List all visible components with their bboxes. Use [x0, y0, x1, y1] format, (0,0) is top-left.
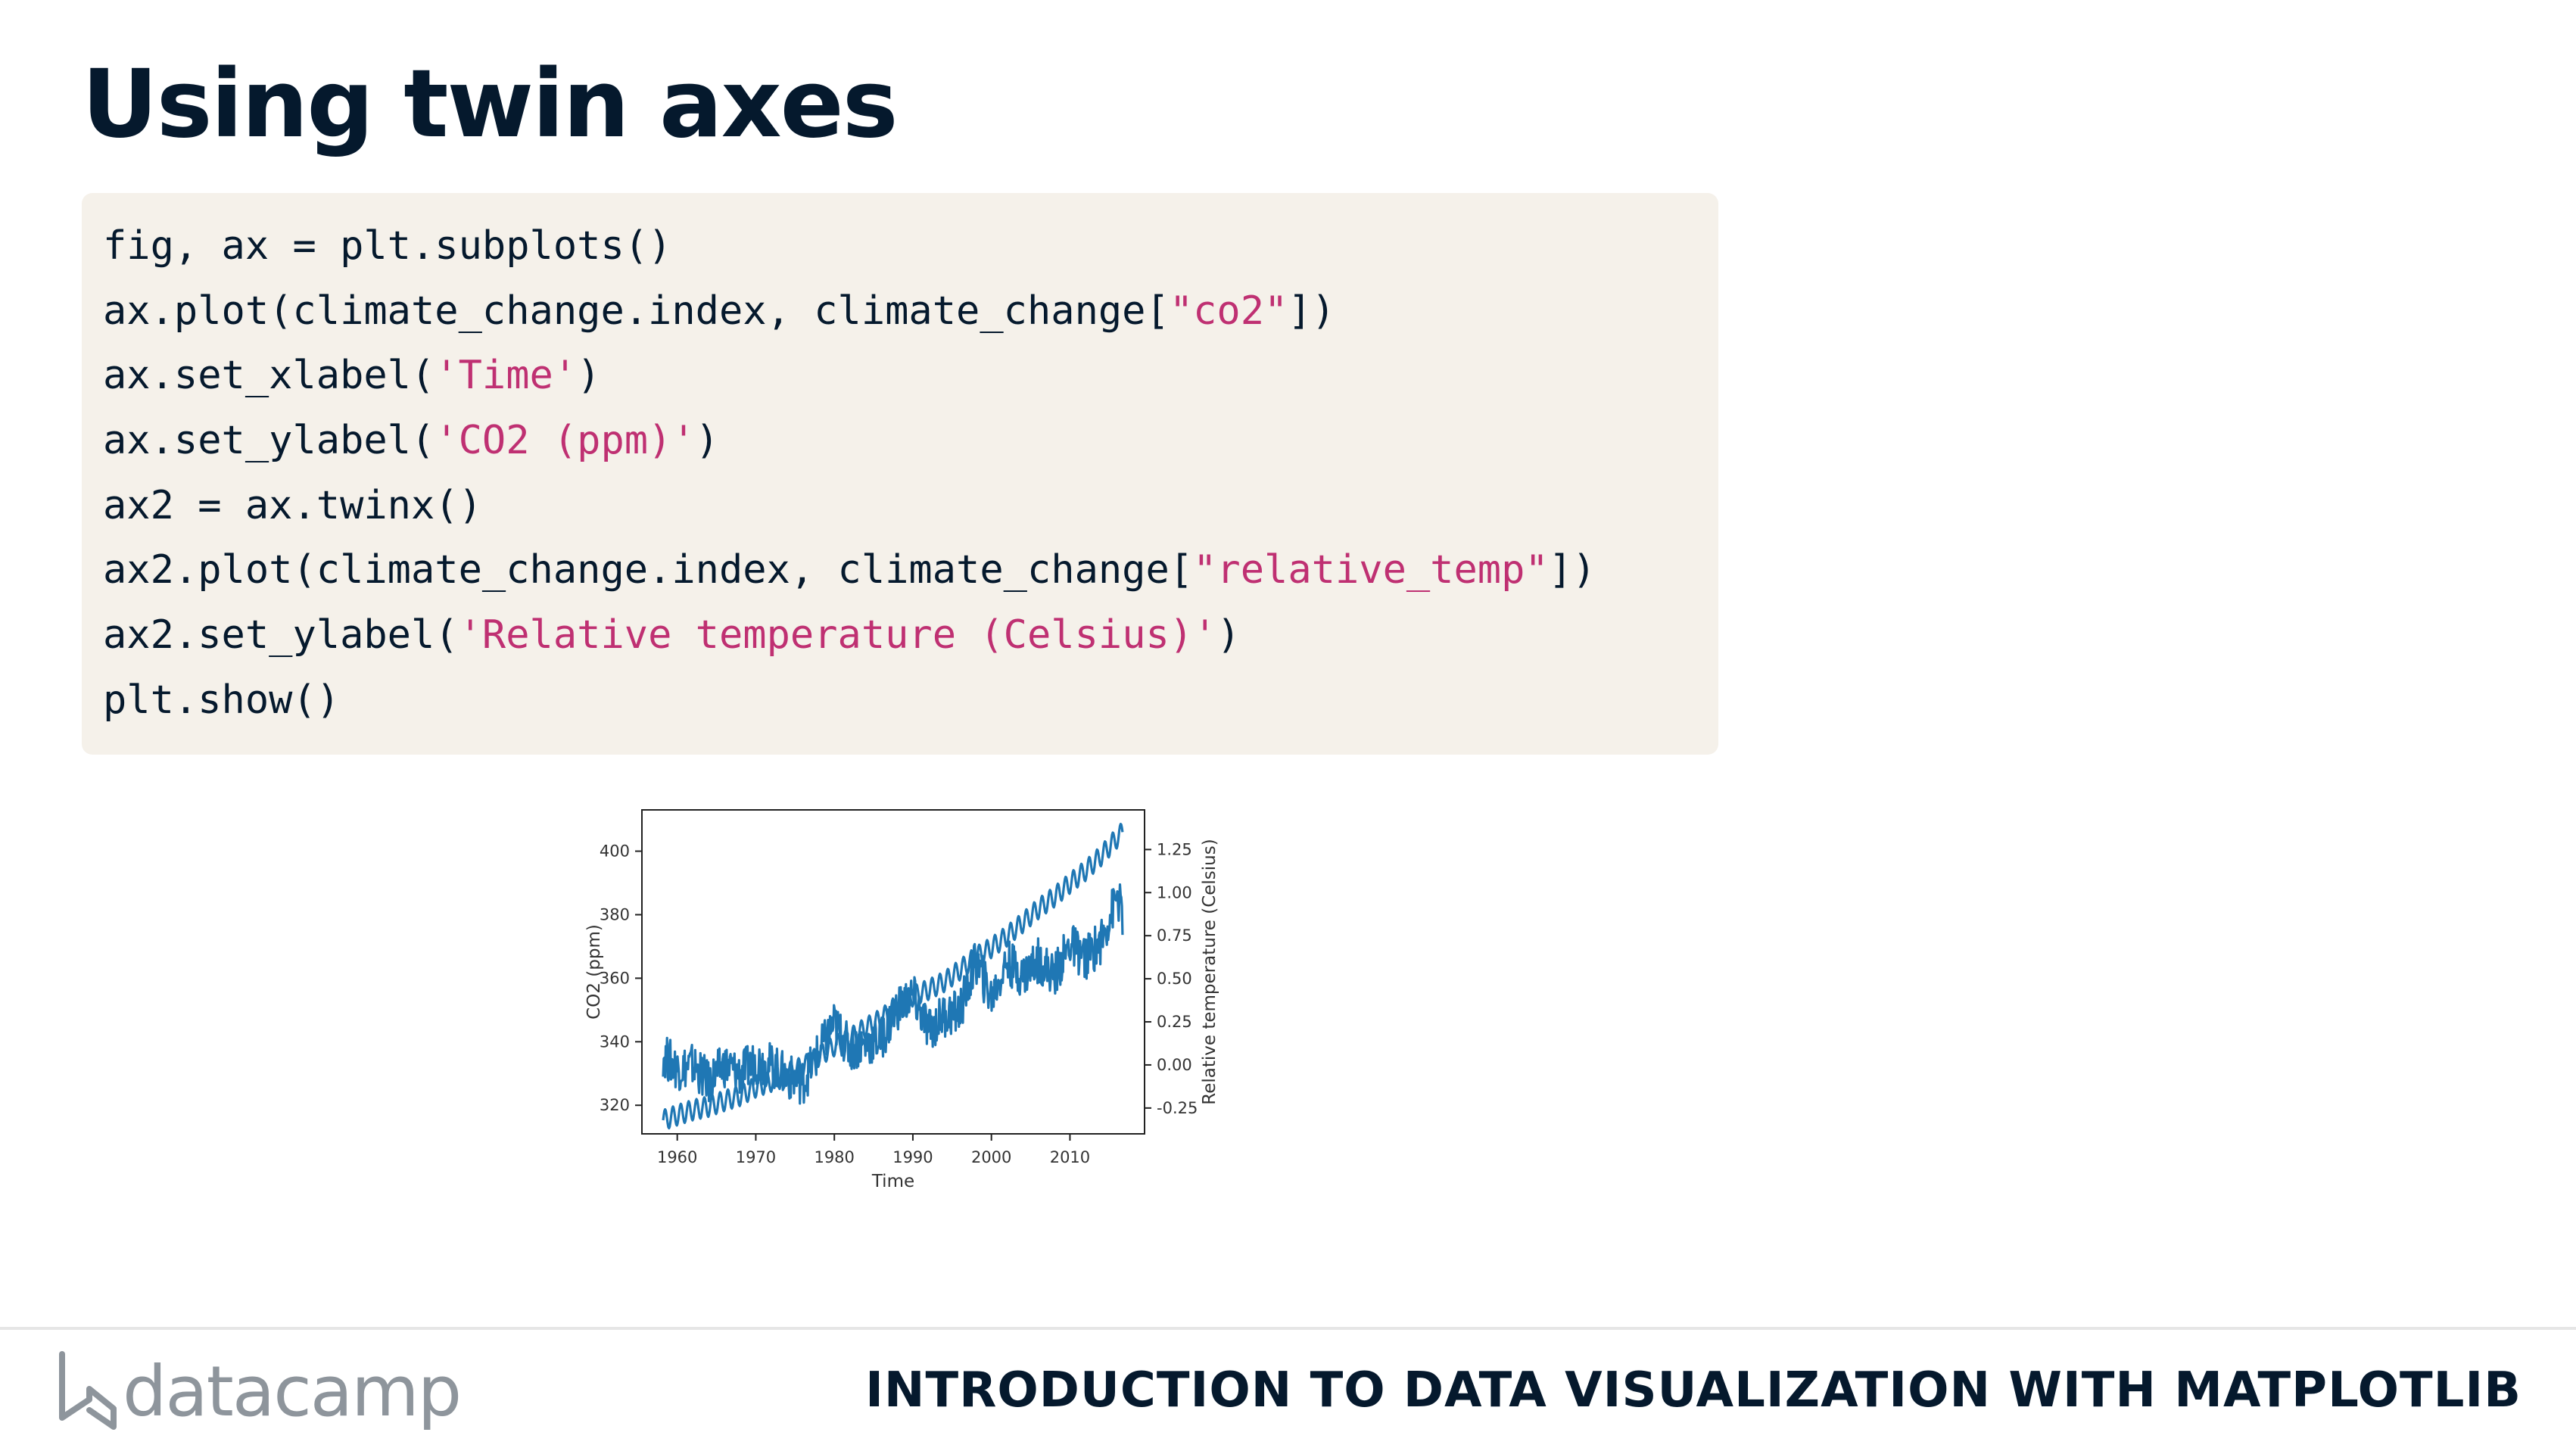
- code-line: ax2.set_ylabel('Relative temperature (Ce…: [103, 603, 1718, 668]
- code-token: ax.plot(climate_change.index, climate_ch…: [103, 288, 1170, 334]
- code-token: ax.set_ylabel(: [103, 418, 435, 464]
- code-line: ax.set_xlabel('Time'): [103, 344, 1718, 409]
- co2-series-line: [662, 823, 1124, 1130]
- code-line: fig, ax = plt.subplots(): [103, 214, 1718, 279]
- x-tick-label: 1960: [657, 1148, 697, 1166]
- code-line: ax.set_ylabel('CO2 (ppm)'): [103, 409, 1718, 474]
- x-tick-label: 2010: [1050, 1148, 1090, 1166]
- code-token: plt.show(): [103, 677, 341, 723]
- x-tick-label: 1980: [814, 1148, 854, 1166]
- y2-tick-label: 0.00: [1157, 1056, 1192, 1074]
- code-token: ax2.set_ylabel(: [103, 612, 459, 659]
- twin-axes-chart: 1960 1970 1980 1990 2000 2010 320 340 360 380 400 -…: [584, 809, 1219, 1191]
- code-string-token: 'Time': [435, 353, 578, 399]
- code-string-token: 'Relative temperature (Celsius)': [458, 612, 1217, 659]
- plot-frame: [641, 809, 1145, 1135]
- course-title: INTRODUCTION TO DATA VISUALIZATION WITH …: [865, 1362, 2521, 1418]
- brand-name: datacamp: [123, 1351, 462, 1432]
- x-tick-label: 1990: [892, 1148, 933, 1166]
- code-token: ax2 = ax.twinx(): [103, 482, 482, 528]
- y2-tick-label: 0.50: [1157, 970, 1192, 988]
- code-line: plt.show(): [103, 668, 1718, 733]
- y-tick-label: 340: [600, 1032, 630, 1051]
- slide-title: Using twin axes: [82, 50, 899, 159]
- code-token: fig, ax = plt.subplots(): [103, 223, 672, 269]
- code-token: ): [695, 418, 719, 464]
- y2-axis-label: Relative temperature (Celsius): [1200, 839, 1219, 1104]
- code-line: ax2 = ax.twinx(): [103, 474, 1718, 539]
- code-line: ax2.plot(climate_change.index, climate_c…: [103, 538, 1718, 603]
- y2-tick-label: 1.00: [1157, 883, 1192, 901]
- code-string-token: 'CO2 (ppm)': [435, 418, 696, 464]
- y-tick-label: 360: [600, 969, 630, 987]
- y2-tick-label: 0.75: [1157, 926, 1192, 945]
- y-tick-label: 320: [600, 1096, 630, 1114]
- y-axis-label: CO2 (ppm): [584, 924, 604, 1020]
- x-tick-label: 2000: [971, 1148, 1011, 1166]
- y2-tick-label: -0.25: [1157, 1099, 1198, 1117]
- y2-tick-label: 0.25: [1157, 1013, 1192, 1031]
- temperature-series-line: [662, 883, 1124, 1105]
- code-token: ): [577, 353, 601, 399]
- code-block: fig, ax = plt.subplots() ax.plot(climate_…: [82, 193, 1718, 755]
- code-string-token: "relative_temp": [1193, 547, 1549, 593]
- code-line: ax.plot(climate_change.index, climate_ch…: [103, 279, 1718, 344]
- y-tick-label: 380: [600, 905, 630, 923]
- datacamp-logo-icon: [59, 1351, 117, 1430]
- x-tick-label: 1970: [736, 1148, 776, 1166]
- code-string-token: "co2": [1169, 288, 1288, 334]
- y-tick-label: 400: [600, 842, 630, 861]
- code-token: ]): [1548, 547, 1596, 593]
- y2-tick-label: 1.25: [1157, 840, 1192, 858]
- code-token: ax2.plot(climate_change.index, climate_c…: [103, 547, 1194, 593]
- footer-divider: [0, 1327, 2576, 1330]
- x-axis-label: Time: [871, 1172, 914, 1191]
- code-token: ): [1216, 612, 1241, 659]
- code-token: ]): [1288, 288, 1335, 334]
- code-token: ax.set_xlabel(: [103, 353, 435, 399]
